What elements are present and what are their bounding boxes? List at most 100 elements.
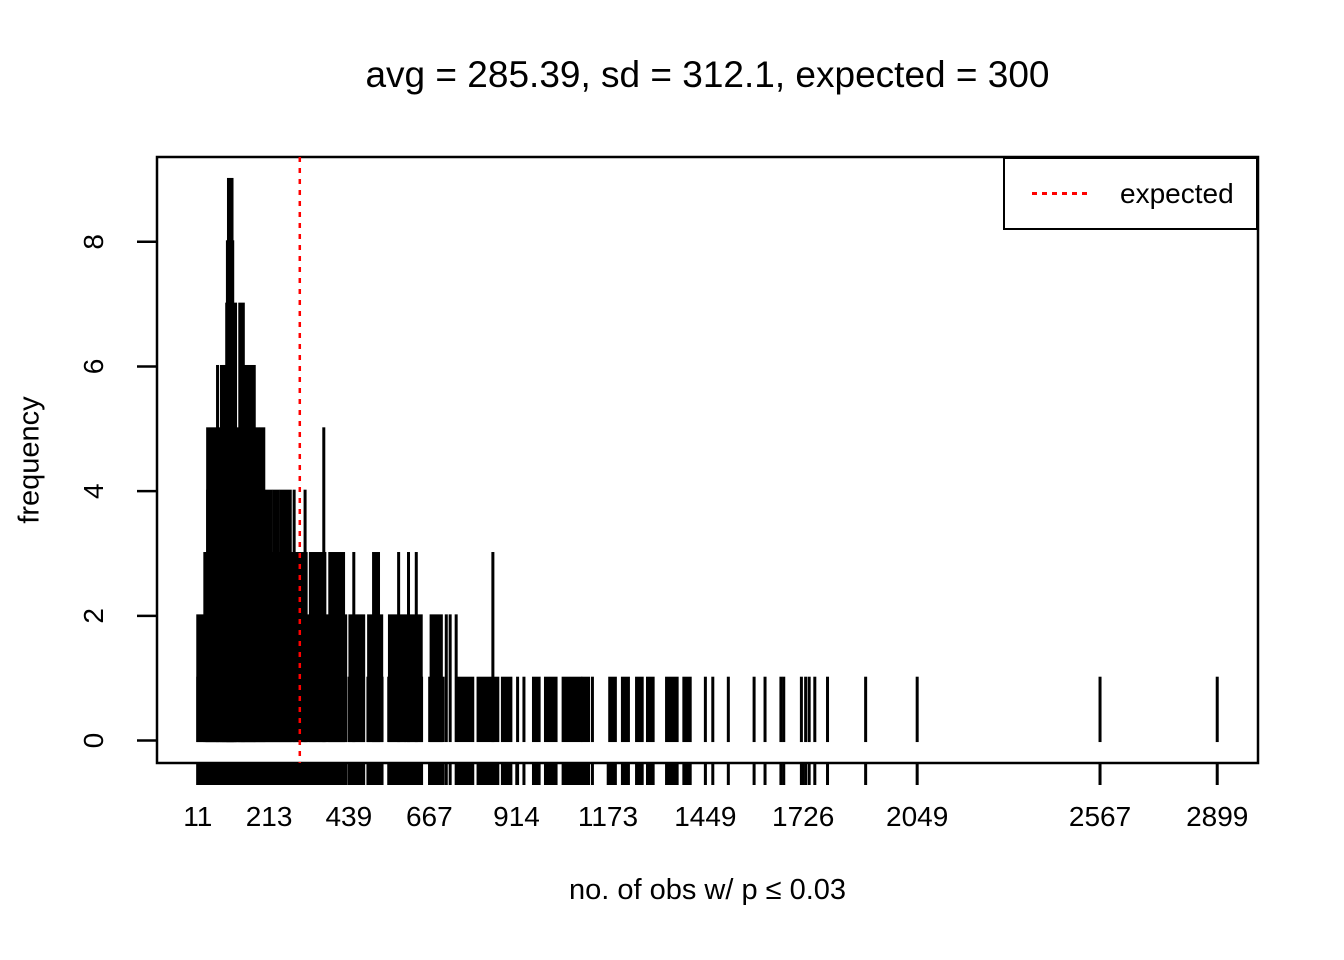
rug-run [387, 764, 406, 785]
rug-mark [222, 764, 226, 785]
x-tick-label: 667 [406, 801, 453, 832]
rug-mark [752, 764, 756, 785]
rug-mark [491, 764, 495, 785]
rug-mark [322, 764, 326, 785]
x-axis-label: no. of obs w/ p ≤ 0.03 [568, 874, 847, 906]
spike [444, 614, 448, 743]
spike [516, 676, 520, 743]
spike [222, 364, 226, 743]
spike-run [347, 676, 365, 743]
rug-run [457, 764, 475, 785]
x-tick-label: 11 [183, 801, 212, 832]
spike-run [387, 676, 406, 743]
y-axis-label: frequency [13, 396, 46, 524]
spike [407, 552, 411, 743]
rug-mark [203, 764, 207, 785]
rug-mark [303, 764, 307, 785]
spike [216, 364, 220, 743]
spike [203, 552, 207, 743]
spike-run [428, 676, 445, 743]
rug-run [608, 764, 617, 785]
rug-run [581, 764, 591, 785]
rug-mark [813, 764, 817, 785]
x-tick-label: 1726 [772, 801, 834, 832]
x-tick-label: 213 [246, 801, 293, 832]
x-tick-label: 2899 [1186, 801, 1248, 832]
spike-run [543, 676, 558, 743]
spike [1215, 676, 1219, 743]
spike [799, 676, 803, 743]
legend: expected [1003, 157, 1258, 230]
rug-mark [407, 764, 411, 785]
spike [804, 676, 808, 743]
rug-mark [522, 764, 526, 785]
spike-run [635, 676, 644, 743]
rug-run [476, 764, 500, 785]
rug-mark [444, 764, 448, 785]
rug-mark [397, 764, 401, 785]
spike-run [366, 676, 384, 743]
spike [826, 676, 830, 743]
spike [813, 676, 817, 743]
rug-mark [352, 764, 356, 785]
spike-run [665, 676, 679, 743]
spike [454, 614, 458, 743]
rug-run [531, 764, 541, 785]
plot-box [155, 155, 1260, 765]
y-tick-label: 0 [78, 733, 109, 749]
x-tick-label: 2049 [886, 801, 948, 832]
y-tick-label: 2 [78, 608, 109, 624]
spike [397, 552, 401, 743]
rug-mark [807, 764, 811, 785]
rug-mark [448, 764, 452, 785]
rug-mark [292, 764, 296, 785]
spike-run [457, 676, 475, 743]
rug-mark [782, 764, 786, 785]
spike [782, 676, 786, 743]
spike-run [608, 676, 617, 743]
x-tick-label: 2567 [1069, 801, 1131, 832]
spike [864, 676, 868, 743]
spike [711, 676, 715, 743]
rug-mark [799, 764, 803, 785]
y-tick-label: 4 [78, 483, 109, 499]
spike [303, 489, 307, 743]
rug-run [196, 764, 348, 785]
rug-mark [711, 764, 715, 785]
y-tick-label: 6 [78, 359, 109, 375]
x-tick-label: 1449 [674, 801, 736, 832]
spike [703, 676, 707, 743]
spike [219, 364, 223, 743]
spike [915, 676, 919, 743]
spike-run [645, 676, 655, 743]
spike [322, 427, 326, 743]
spike-run [531, 676, 541, 743]
rug-run [561, 764, 583, 785]
spike-run [561, 676, 583, 743]
rug-run [645, 764, 655, 785]
spike [491, 552, 495, 743]
rug-mark [763, 764, 767, 785]
rug-mark [826, 764, 830, 785]
spike-run [682, 676, 692, 743]
rug-run [620, 764, 630, 785]
rug-run [665, 764, 679, 785]
rug-run [500, 764, 513, 785]
legend-label: expected [1120, 177, 1234, 209]
rug-mark [864, 764, 868, 785]
rug-run [682, 764, 692, 785]
x-tick-label: 439 [325, 801, 372, 832]
spike [522, 676, 526, 743]
spike-run [581, 676, 591, 743]
expected-line-sample-icon [1032, 192, 1092, 195]
spike [779, 676, 783, 743]
rug-mark [804, 764, 808, 785]
spike [763, 676, 767, 743]
spike [807, 676, 811, 743]
rug-run [635, 764, 644, 785]
x-tick-label: 914 [493, 801, 540, 832]
spike [352, 552, 356, 743]
spike [414, 552, 418, 743]
